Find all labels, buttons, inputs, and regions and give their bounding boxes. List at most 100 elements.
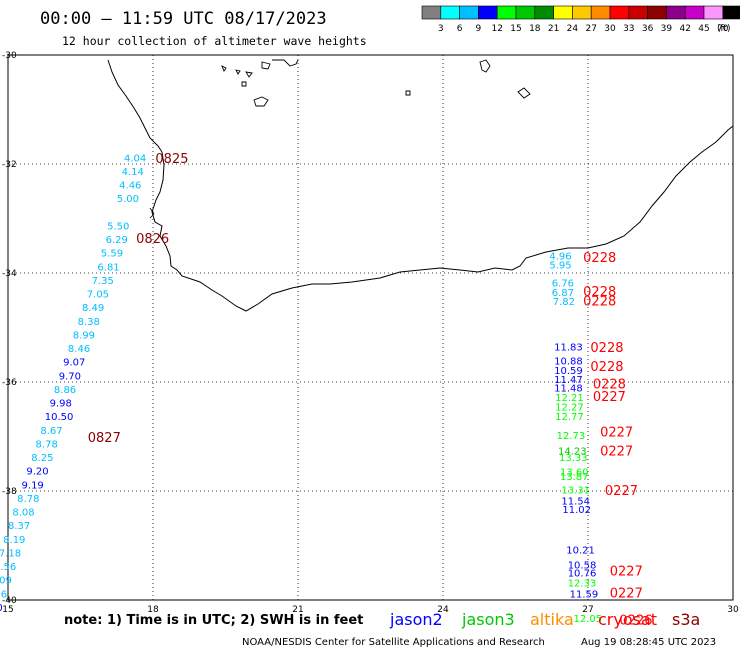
lat-tick-label: -40 xyxy=(2,596,17,606)
legend-label: 18 xyxy=(529,24,541,34)
wave-height-value: 8.08 xyxy=(12,508,34,519)
wave-height-value: 8.38 xyxy=(78,317,100,328)
graticule: 15 18 21 24 27 30 -30 -32 -34 -36 -38 -40 xyxy=(2,51,739,615)
wave-height-value: 9.60 xyxy=(0,603,3,614)
pass-time-label: 0228 xyxy=(593,378,626,393)
wave-height-value: 8.46 xyxy=(68,344,90,355)
wave-height-value: 8.99 xyxy=(73,330,95,341)
wave-height-value: 10.59 xyxy=(554,366,583,377)
pass-time-label: 0228 xyxy=(590,341,623,356)
legend-label: 21 xyxy=(548,24,559,34)
wave-height-value: 6.81 xyxy=(97,262,119,273)
wave-height-value: 10.76 xyxy=(568,569,597,580)
wave-height-value: 13.60 xyxy=(560,468,589,479)
lat-tick-label: -34 xyxy=(2,269,17,279)
wave-height-value: 4.14 xyxy=(122,167,144,178)
wave-height-value: 7.56 xyxy=(0,562,16,573)
wave-height-value: 7.05 xyxy=(87,290,109,301)
wave-height-value: 9.70 xyxy=(59,371,81,382)
legend-label: 3 xyxy=(438,24,444,34)
legend-swatch xyxy=(553,5,573,20)
map-subtitle: 12 hour collection of altimeter wave hei… xyxy=(62,34,367,48)
southern-africa-coast xyxy=(107,59,734,312)
wave-height-value: 9.20 xyxy=(26,467,48,478)
wave-height-value: 8.06 xyxy=(0,589,7,600)
sat-s3a: s3a xyxy=(672,610,700,629)
wave-height-value: 10.88 xyxy=(554,357,583,368)
legend-label: 24 xyxy=(567,24,579,34)
wave-height-value: 12.73 xyxy=(557,431,586,442)
wave-height-value: 5.50 xyxy=(107,221,129,232)
legend-label: 30 xyxy=(604,24,616,34)
legend-label: 15 xyxy=(510,24,521,34)
wave-height-value: 10.58 xyxy=(568,560,597,571)
legend-swatch xyxy=(647,5,667,20)
wave-height-value: 11.02 xyxy=(562,505,591,516)
wave-height-value: 6.76 xyxy=(552,279,574,290)
lat-tick-label: -38 xyxy=(2,487,17,497)
wave-height-value: 13.31 xyxy=(561,486,590,497)
pass-time-label: 0227 xyxy=(610,586,643,601)
legend-swatch xyxy=(628,5,648,20)
generated-timestamp: Aug 19 08:28:45 UTC 2023 xyxy=(581,637,716,648)
wave-height-value: 4.46 xyxy=(119,181,141,192)
legend-unit: (ft) xyxy=(717,24,731,34)
wave-height-value: 12.33 xyxy=(568,578,597,589)
wave-height-value: 7.35 xyxy=(92,276,114,287)
wave-height-value: 14.23 xyxy=(558,446,587,457)
wave-height-value: 13.87 xyxy=(560,472,589,483)
wave-height-value: 8.86 xyxy=(54,385,76,396)
legend-swatch xyxy=(440,5,460,20)
legend-swatch xyxy=(722,5,740,20)
map-frame xyxy=(7,54,734,601)
pass-time-label: 0227 xyxy=(605,484,638,499)
wave-height-value: 6.09 xyxy=(0,576,12,587)
wave-height-value: 5.59 xyxy=(101,249,123,260)
wave-height-value: 9.19 xyxy=(22,480,44,491)
wave-height-value: 8.78 xyxy=(36,439,58,450)
wave-height-value: 8.78 xyxy=(17,494,39,505)
legend-swatch xyxy=(459,5,479,20)
legend-swatch xyxy=(515,5,536,20)
wave-height-value: 12.05 xyxy=(574,614,603,625)
legend-label: 42 xyxy=(679,24,690,34)
wave-height-value: 9.98 xyxy=(50,399,72,410)
wave-height-value: 13.33 xyxy=(559,453,588,464)
wave-height-value: 8.49 xyxy=(82,303,104,314)
color-legend: 3 6 9 12 15 18 21 24 27 30 33 36 39 42 45 70 xyxy=(421,5,740,34)
wave-height-value: 11.48 xyxy=(554,383,583,394)
lat-tick-label: -36 xyxy=(2,378,17,388)
lon-tick-label: 30 xyxy=(727,605,739,615)
wave-height-value: 8.19 xyxy=(3,535,25,546)
coastline xyxy=(107,59,734,312)
legend-label: 45 xyxy=(698,24,709,34)
credit-line: NOAA/NESDIS Center for Satellite Applica… xyxy=(242,637,545,648)
pass-time-label: 0825 xyxy=(155,152,188,167)
sat-cryosat: cryosat xyxy=(598,610,657,629)
wave-height-value: 8.67 xyxy=(40,426,62,437)
wave-height-value: 9.07 xyxy=(63,358,85,369)
wave-height-value: 5.00 xyxy=(117,194,139,205)
legend-label: 39 xyxy=(661,24,673,34)
legend-label: 70 xyxy=(717,24,729,34)
legend-swatch xyxy=(590,5,611,20)
lon-tick-label: 15 xyxy=(2,605,13,615)
lon-tick-label: 24 xyxy=(437,605,449,615)
wave-height-value: 11.59 xyxy=(570,589,599,600)
wave-height-value: 5.95 xyxy=(549,261,571,272)
pass-time-label: 0827 xyxy=(88,431,121,446)
lat-tick-label: -32 xyxy=(2,160,17,170)
pass-time-label: 0228 xyxy=(583,295,616,310)
pass-time-label: 0227 xyxy=(610,564,643,579)
legend-swatch xyxy=(421,5,442,20)
legend-label: 12 xyxy=(491,24,502,34)
legend-label: 6 xyxy=(457,24,463,34)
wave-height-value: 4.04 xyxy=(124,153,146,164)
legend-label: 27 xyxy=(585,24,596,34)
legend-swatch xyxy=(666,5,686,20)
wave-height-value: 10.50 xyxy=(45,412,74,423)
islands xyxy=(221,59,531,107)
wave-height-value: 12.77 xyxy=(555,412,584,423)
wave-height-value: 7.18 xyxy=(0,548,21,559)
pass-time-label: 0227 xyxy=(600,426,633,441)
